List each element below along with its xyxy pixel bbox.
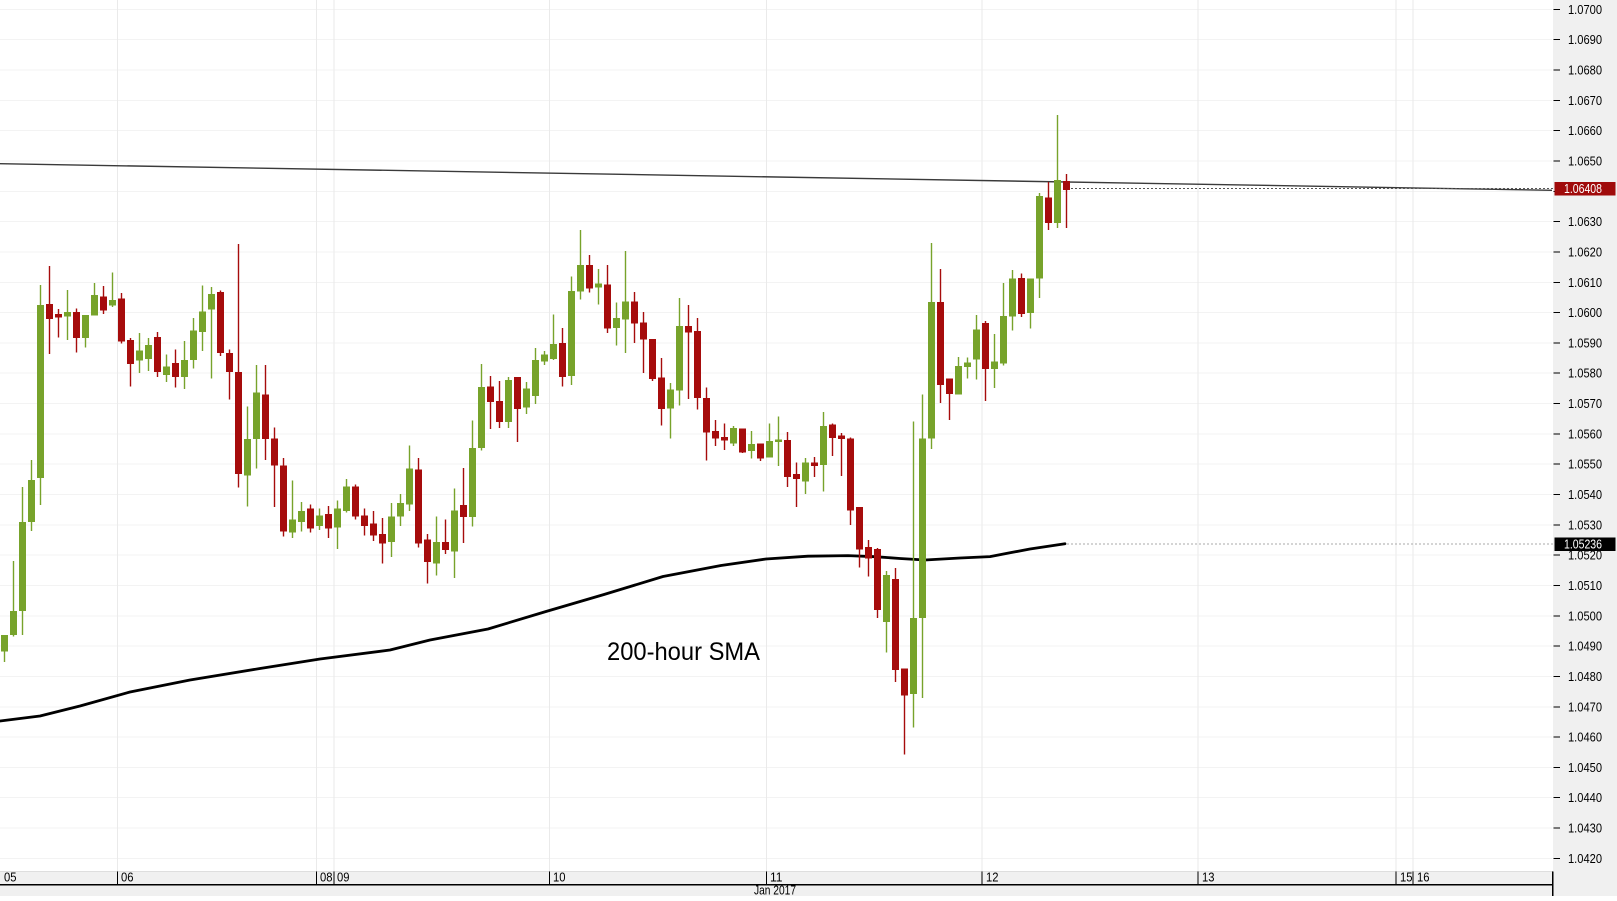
svg-text:09: 09 [337,870,350,885]
svg-text:1.0530: 1.0530 [1568,517,1602,532]
svg-text:Jan 2017: Jan 2017 [754,883,796,897]
svg-text:1.0700: 1.0700 [1568,2,1602,17]
svg-text:1.0540: 1.0540 [1568,487,1602,502]
svg-text:1.0580: 1.0580 [1568,366,1602,381]
svg-text:1.0680: 1.0680 [1568,63,1602,78]
svg-text:05: 05 [4,870,17,885]
svg-text:1.0630: 1.0630 [1568,214,1602,229]
svg-text:1.0670: 1.0670 [1568,93,1602,108]
svg-text:1.0480: 1.0480 [1568,669,1602,684]
svg-text:1.0470: 1.0470 [1568,699,1602,714]
svg-text:200-hour SMA: 200-hour SMA [607,638,760,666]
svg-text:1.0620: 1.0620 [1568,245,1602,260]
svg-text:11: 11 [770,870,783,885]
svg-text:1.0560: 1.0560 [1568,426,1602,441]
svg-text:08: 08 [320,870,333,885]
svg-text:1.05236: 1.05236 [1564,537,1602,552]
svg-text:13: 13 [1202,870,1215,885]
svg-text:1.06408: 1.06408 [1564,181,1602,196]
svg-text:1.0460: 1.0460 [1568,730,1602,745]
svg-text:1.0450: 1.0450 [1568,760,1602,775]
svg-text:10: 10 [553,870,566,885]
svg-text:1.0570: 1.0570 [1568,396,1602,411]
svg-text:1.0660: 1.0660 [1568,123,1602,138]
svg-text:1.0440: 1.0440 [1568,790,1602,805]
svg-text:1.0690: 1.0690 [1568,32,1602,47]
svg-text:1.0550: 1.0550 [1568,457,1602,472]
svg-text:15: 15 [1400,870,1413,885]
svg-text:1.0490: 1.0490 [1568,639,1602,654]
svg-text:12: 12 [986,870,999,885]
svg-text:1.0500: 1.0500 [1568,608,1602,623]
svg-text:06: 06 [121,870,134,885]
svg-text:1.0590: 1.0590 [1568,335,1602,350]
svg-text:1.0430: 1.0430 [1568,821,1602,836]
svg-text:1.0520: 1.0520 [1568,548,1602,563]
svg-text:1.0510: 1.0510 [1568,578,1602,593]
svg-text:1.0610: 1.0610 [1568,275,1602,290]
svg-text:1.0600: 1.0600 [1568,305,1602,320]
svg-text:1.0650: 1.0650 [1568,154,1602,169]
svg-text:1.0420: 1.0420 [1568,851,1602,866]
svg-text:16: 16 [1417,870,1430,885]
